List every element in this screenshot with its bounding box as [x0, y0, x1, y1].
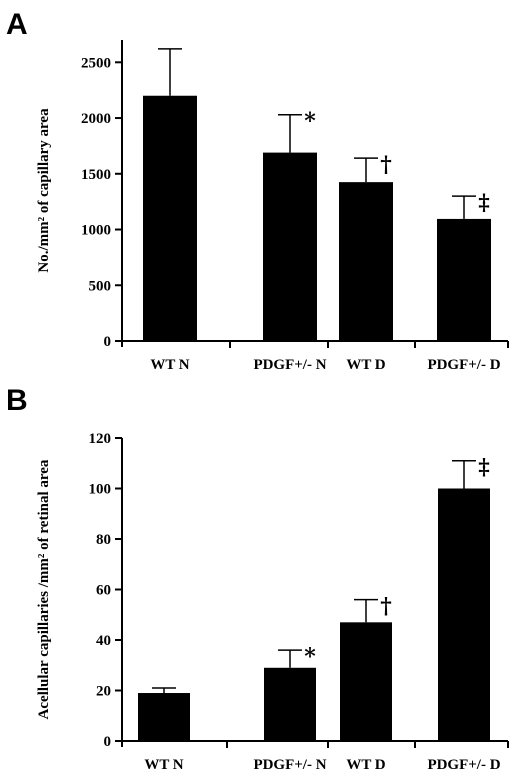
- panel-a-bar-3: [339, 182, 393, 341]
- panel-b-category-label-4: PDGF+/- D: [427, 757, 500, 773]
- panel-b-category-label-1: WT N: [144, 757, 183, 773]
- panel-b-bar-2: [264, 667, 316, 741]
- panel-a-category-label-1: WT N: [150, 357, 189, 373]
- chart-panel-a: 0 500 1000 1500 2000 2500 WT N * PDGF+/- N † WT D ‡…: [36, 40, 509, 373]
- panel-a-category-label-3: WT D: [346, 357, 385, 373]
- panel-a-y-tick-label: 1500: [81, 167, 111, 183]
- panel-b-letter: B: [6, 384, 28, 417]
- panel-b-bar-4: [438, 488, 490, 741]
- panel-a-y-tick-label: 1000: [81, 223, 111, 239]
- panel-b-y-tick-label: 0: [104, 734, 112, 750]
- panel-a-significance-marker-3: †: [380, 152, 392, 178]
- panel-b-y-tick-label: 100: [89, 482, 112, 498]
- panel-b-y-tick-label: 60: [96, 583, 111, 599]
- panel-b-significance-marker-3: †: [380, 594, 392, 620]
- panel-b-category-label-3: WT D: [346, 757, 385, 773]
- panel-b-category-label-2: PDGF+/- N: [253, 757, 326, 773]
- panel-a-bar-4: [437, 218, 491, 341]
- panel-a-letter: A: [6, 8, 28, 41]
- panel-b-y-tick-label: 80: [96, 532, 111, 548]
- panel-a-y-axis-title: No./mm² of capillary area: [36, 108, 52, 273]
- panel-b-y-tick-label: 120: [89, 431, 112, 447]
- panel-b-y-axis-title: Acellular capillaries /mm² of retinal ar…: [36, 459, 52, 719]
- panel-a-y-tick-label: 2000: [81, 111, 111, 127]
- panel-a-y-tick-label: 500: [89, 278, 112, 294]
- panel-a-significance-marker-4: ‡: [478, 190, 490, 216]
- panel-b-y-tick-label: 40: [96, 633, 111, 649]
- chart-panel-b: 0 20 40 60 80 100 120 WT N * PDGF+/- N † WT D ‡ PDGF+…: [36, 431, 509, 773]
- panel-b-significance-marker-4: ‡: [478, 455, 490, 481]
- panel-b-significance-marker-2: *: [304, 644, 316, 670]
- panel-a-category-label-4: PDGF+/- D: [427, 357, 500, 373]
- panel-a-category-label-2: PDGF+/- N: [253, 357, 326, 373]
- panel-a-y-tick-label: 2500: [81, 55, 111, 71]
- panel-a-y-tick-label: 0: [104, 334, 112, 350]
- panel-b-bar-3: [340, 622, 392, 741]
- panel-b-y-tick-label: 20: [96, 684, 111, 700]
- panel-a-significance-marker-2: *: [304, 109, 316, 135]
- panel-a-bar-2: [263, 152, 317, 341]
- panel-a-bar-1: [143, 95, 197, 341]
- panel-b-bar-1: [138, 693, 190, 741]
